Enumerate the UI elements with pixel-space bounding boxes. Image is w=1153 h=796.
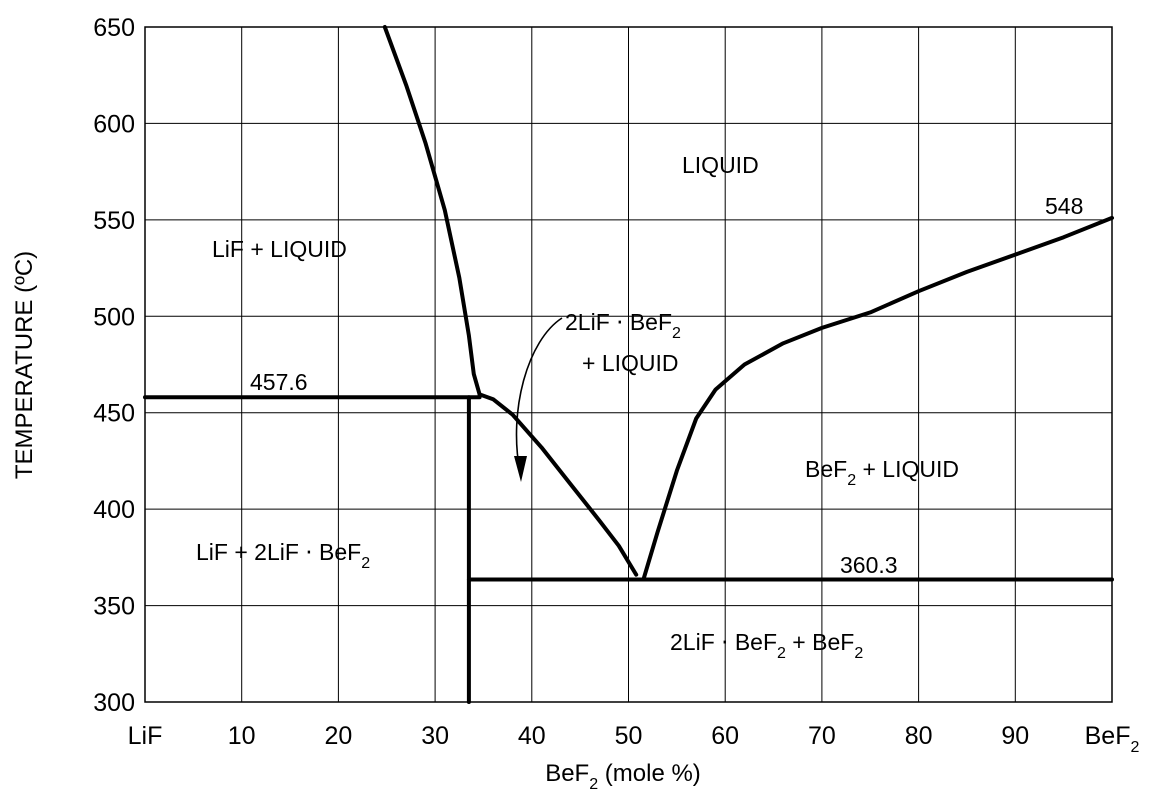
phase-boundary-2 [477,392,639,577]
y-tick-label: 600 [93,110,135,138]
x-tick-label: BeF2 [1085,722,1140,756]
region-label-lif-liquid: LiF + LIQUID [212,236,347,262]
y-axis-label: TEMPERATURE (ºC) [11,251,38,479]
grid-lines [145,27,1112,702]
x-tick-label: 40 [518,722,546,750]
annotation-360-3: 360.3 [840,552,898,578]
y-tick-label: 400 [93,496,135,524]
x-tick-label: 80 [905,722,933,750]
y-tick-label: 500 [93,303,135,331]
region-label-compound-bef2: 2LiF ⋅ BeF2 + BeF2 [670,629,863,662]
pointer-arrowhead [514,456,527,482]
x-tick-labels: LiF 10 20 30 40 50 60 70 80 90 BeF2 [128,722,1140,756]
y-tick-label: 450 [93,400,135,428]
region-label-bef2-liquid: BeF2 + LIQUID [805,456,959,489]
region-label-lif-compound: LiF + 2LiF ⋅ BeF2 [196,539,370,572]
y-tick-label: 650 [93,14,135,42]
x-tick-label: LiF [128,722,163,750]
x-axis-label: BeF2 (mole %) [545,760,701,793]
x-tick-label: 30 [421,722,449,750]
phase-boundary-1 [382,25,482,397]
x-tick-label: 90 [1001,722,1029,750]
pointer-arrow [515,317,563,473]
phase-boundaries [143,25,1114,704]
annotation-457-6: 457.6 [250,369,308,395]
y-tick-label: 300 [93,689,135,717]
y-tick-labels: 300 350 400 450 500 550 600 650 [93,14,135,717]
plot-frame [144,26,1113,703]
region-label-liquid: LIQUID [682,152,759,178]
region-label-compound-liquid-line2: + LIQUID [582,350,679,376]
x-tick-label: 20 [324,722,352,750]
x-tick-label: 10 [228,722,256,750]
x-tick-label: 70 [808,722,836,750]
x-tick-label: 60 [711,722,739,750]
y-tick-label: 350 [93,593,135,621]
x-tick-label: 50 [615,722,643,750]
region-label-compound-liquid-line1: 2LiF ⋅ BeF2 [565,309,681,342]
phase-boundary-3 [642,215,1114,580]
y-tick-label: 550 [93,207,135,235]
annotation-548: 548 [1045,193,1083,219]
